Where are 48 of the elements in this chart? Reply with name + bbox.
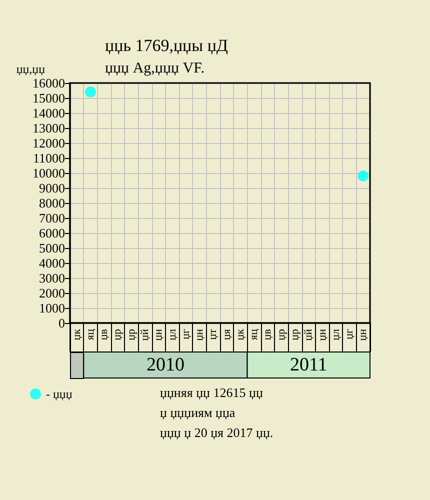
x-tick-label: яц bbox=[248, 328, 260, 340]
y-tick-label: 9000 bbox=[39, 180, 65, 196]
text: џ џџџиям џџа bbox=[160, 405, 236, 420]
y-tick-label: 10000 bbox=[32, 166, 65, 180]
x-tick-label: џр bbox=[275, 328, 288, 340]
text: џџняя џџ 12615 џџ bbox=[160, 385, 263, 400]
y-tick-label: 6000 bbox=[39, 226, 65, 240]
legend-label: - џџџ bbox=[46, 387, 73, 401]
y-tick-label: 3000 bbox=[39, 270, 65, 286]
x-tick-label: џк bbox=[234, 328, 246, 340]
x-tick-label: џв bbox=[98, 329, 110, 340]
y-tick-label: 16000 bbox=[32, 76, 65, 90]
x-tick-label: џр bbox=[112, 328, 124, 340]
y-tick-label: 7000 bbox=[39, 210, 65, 226]
x-tick-label: џн bbox=[194, 328, 206, 341]
x-tick-label: џя bbox=[220, 329, 233, 340]
text: 2011 bbox=[290, 354, 328, 376]
y-tick-label: 0 bbox=[58, 316, 65, 330]
x-tick-label: яц bbox=[84, 328, 96, 340]
y-tick-label: 5000 bbox=[39, 240, 65, 256]
x-tick-label: џк bbox=[70, 328, 83, 340]
x-tick-label: џн bbox=[357, 328, 370, 341]
y-tick-label: 8000 bbox=[39, 196, 65, 210]
y-tick-label: 1000 bbox=[39, 300, 65, 316]
x-tick-label: џй bbox=[302, 328, 315, 341]
y-tick-label: 13000 bbox=[32, 120, 65, 136]
y-tick-label: 2000 bbox=[39, 286, 65, 300]
x-tick-label: џй bbox=[139, 328, 151, 341]
chart-subtitle: џџџ Ag,џџџ VF. bbox=[105, 60, 204, 76]
x-tick-label: џт bbox=[207, 328, 220, 340]
x-tick-label: џн bbox=[316, 328, 328, 341]
x-tick-label: џг bbox=[344, 328, 356, 340]
y-tick-label: 14000 bbox=[32, 106, 65, 120]
y-tick-label: 11000 bbox=[32, 150, 65, 166]
x-tick-label: џн bbox=[152, 328, 165, 341]
x-tick-label: џл bbox=[330, 328, 342, 340]
x-tick-label: џр bbox=[289, 328, 301, 340]
x-tick-label: џв bbox=[262, 329, 274, 340]
x-tick-label: џр bbox=[125, 328, 138, 340]
x-tick-label: џл bbox=[166, 328, 178, 340]
y-axis-title: џџ,џџ bbox=[16, 62, 46, 76]
y-tick-label: 12000 bbox=[32, 136, 65, 150]
y-tick-label: 4000 bbox=[39, 256, 65, 270]
text: џџџ џ 20 џя 2017 џџ. bbox=[160, 425, 274, 440]
text: 2010 bbox=[146, 354, 184, 376]
y-tick-label: 15000 bbox=[32, 90, 65, 106]
x-tick-label: џг bbox=[180, 328, 192, 340]
chart-title: џџь 1769,џџы џД bbox=[105, 36, 228, 55]
